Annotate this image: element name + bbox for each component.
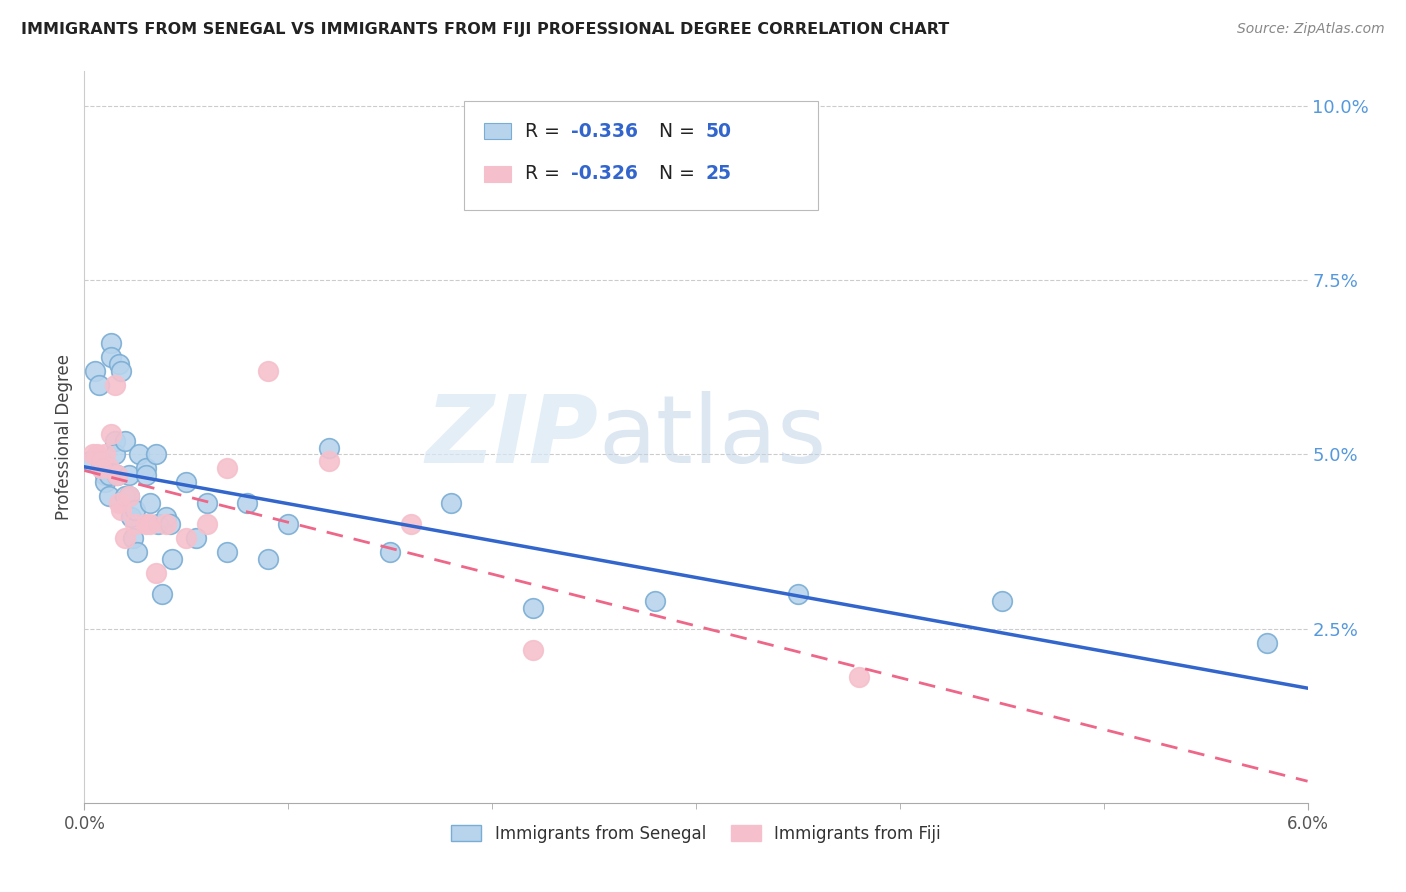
Point [138,496,160,510]
Point [318,454,340,468]
Point [186,531,208,545]
Point [124,517,146,532]
Point [155,510,177,524]
Point [135,461,157,475]
Point [118,468,141,483]
Text: N =: N = [641,122,700,141]
Point [104,377,127,392]
Point [522,600,544,615]
Text: IMMIGRANTS FROM SENEGAL VS IMMIGRANTS FROM FIJI PROFESSIONAL DEGREE CORRELATION : IMMIGRANTS FROM SENEGAL VS IMMIGRANTS FR… [21,22,949,37]
Point [318,441,340,455]
Text: ZIP: ZIP [425,391,598,483]
FancyBboxPatch shape [484,123,512,139]
Point [399,517,422,532]
Point [91,461,114,475]
Point [105,468,128,483]
Point [145,566,167,580]
Point [110,364,132,378]
Point [277,517,299,532]
Text: -0.336: -0.336 [571,122,638,141]
Text: -0.326: -0.326 [571,164,638,183]
Point [176,475,198,490]
Point [195,517,218,532]
Point [128,448,150,462]
Point [100,350,122,364]
Text: Source: ZipAtlas.com: Source: ZipAtlas.com [1237,22,1385,37]
Point [146,517,169,532]
Point [135,468,157,483]
Point [176,531,198,545]
Point [145,448,167,462]
Point [257,364,280,378]
Point [848,670,870,684]
Point [87,377,110,392]
Point [79,454,101,468]
Point [135,517,157,532]
Point [159,517,181,532]
Point [97,461,120,475]
Point [105,468,128,483]
Point [108,357,131,371]
Point [86,448,108,462]
Y-axis label: Professional Degree: Professional Degree [55,354,73,520]
Point [104,434,127,448]
Point [787,587,810,601]
Point [127,545,149,559]
Point [160,552,183,566]
Point [90,454,112,468]
Point [380,545,402,559]
FancyBboxPatch shape [464,101,818,211]
Text: R =: R = [524,164,565,183]
Point [522,642,544,657]
Point [104,448,127,462]
Text: N =: N = [641,164,700,183]
Point [150,587,173,601]
Point [118,489,141,503]
Point [90,461,112,475]
Point [108,496,131,510]
Text: atlas: atlas [598,391,827,483]
Text: 25: 25 [706,164,731,183]
Point [195,496,218,510]
Point [257,552,280,566]
Point [97,468,120,483]
Point [82,448,104,462]
Point [236,496,259,510]
FancyBboxPatch shape [484,166,512,182]
Point [93,448,117,462]
Point [217,461,239,475]
Point [118,489,141,503]
Point [100,336,122,351]
Point [644,594,666,608]
Point [97,489,120,503]
Point [114,434,136,448]
Text: 50: 50 [706,122,731,141]
Point [138,517,160,532]
Point [440,496,463,510]
Point [93,468,117,483]
Text: R =: R = [524,122,565,141]
Point [155,517,177,532]
Point [114,489,136,503]
Point [991,594,1014,608]
Point [217,545,239,559]
Point [122,531,145,545]
Point [83,364,105,378]
Point [114,531,136,545]
Point [90,454,112,468]
Point [100,426,122,441]
Point [110,503,132,517]
Point [1256,635,1278,649]
Point [120,510,142,524]
Point [93,475,117,490]
Legend: Immigrants from Senegal, Immigrants from Fiji: Immigrants from Senegal, Immigrants from… [444,818,948,849]
Point [124,503,146,517]
